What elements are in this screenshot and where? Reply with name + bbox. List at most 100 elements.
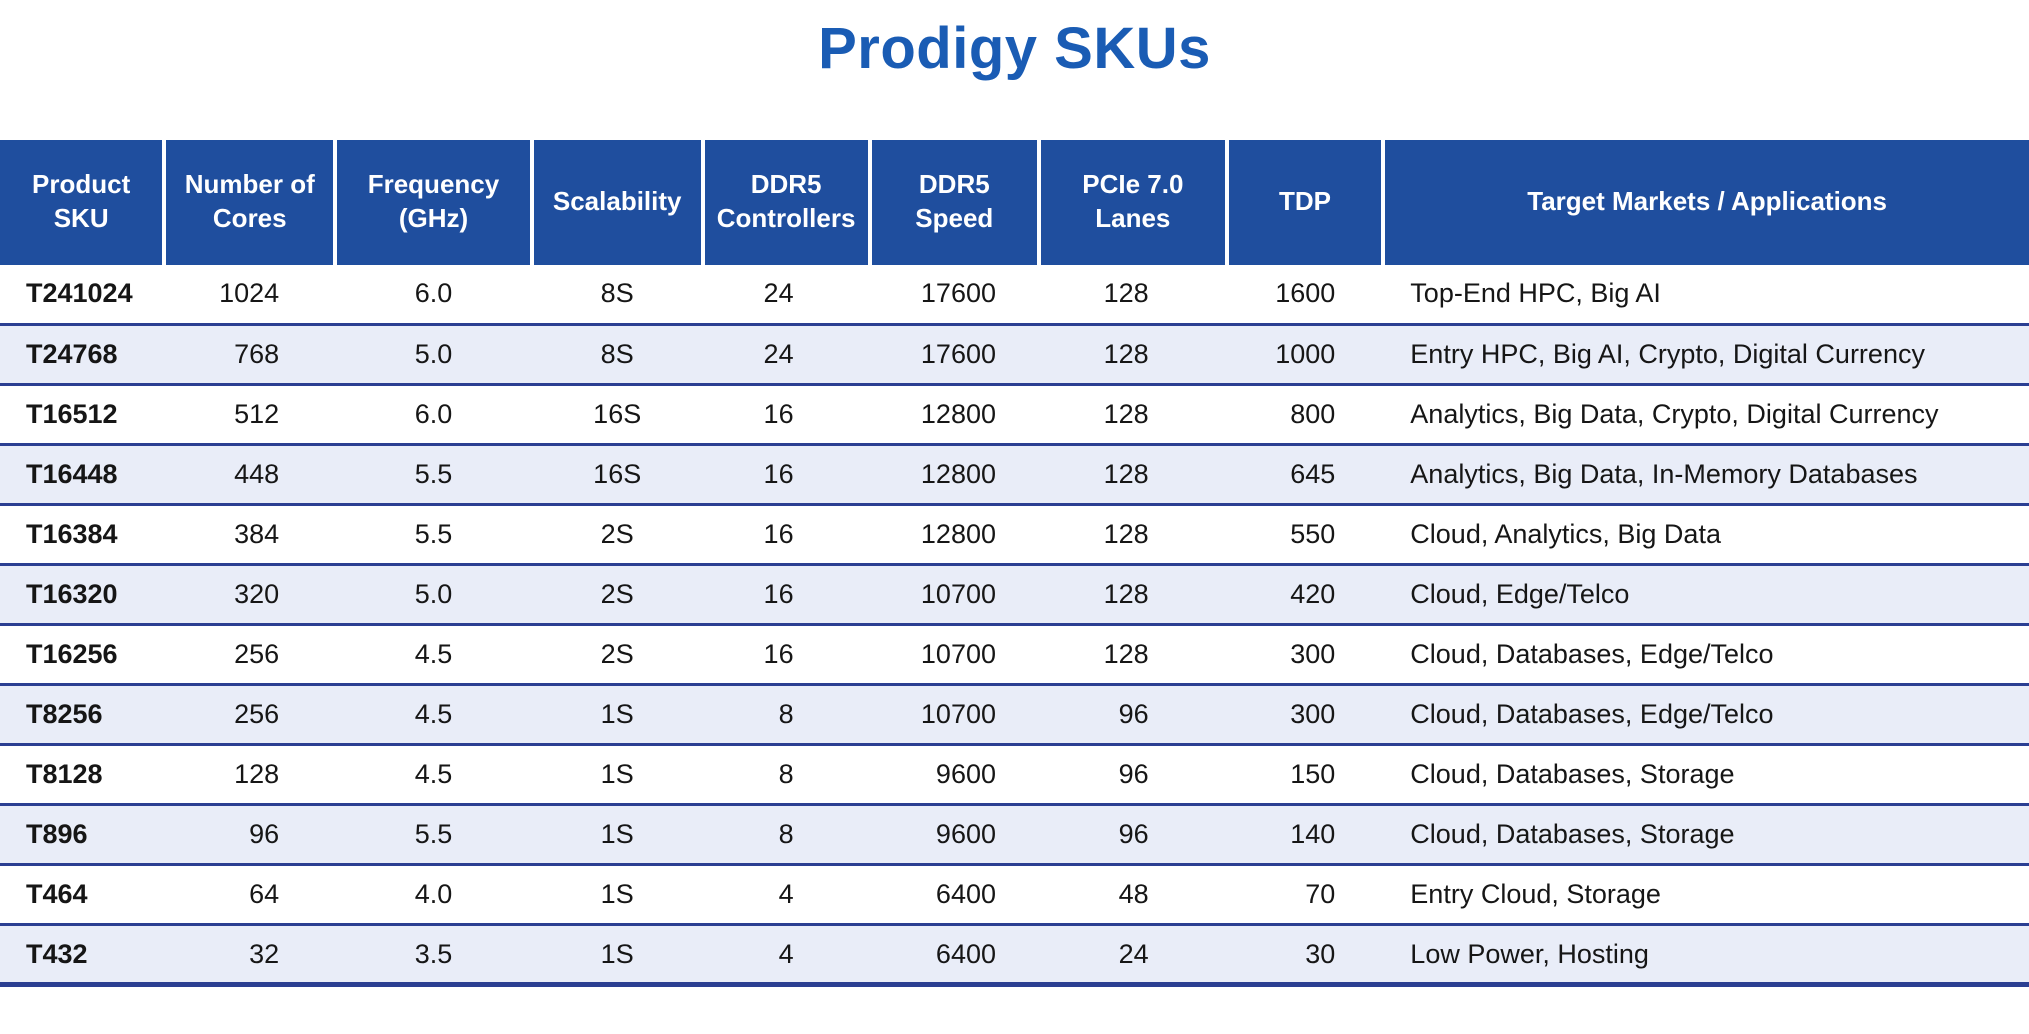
cell-cores: 320 bbox=[234, 579, 280, 610]
cell-ddr5-speed: 10700 bbox=[920, 579, 996, 610]
table-body: T241024 1024 6.0 8S 24 17600 128 1600 Top-End HP… bbox=[0, 264, 2029, 985]
cell-ddr5-controllers: 8 bbox=[778, 759, 794, 790]
cell-target-markets: Entry HPC, Big AI, Crypto, Digital Curre… bbox=[1410, 339, 1925, 370]
cell-frequency: 5.5 bbox=[414, 519, 453, 550]
cell-tdp: 1600 bbox=[1275, 278, 1336, 309]
cell-frequency: 4.5 bbox=[414, 639, 453, 670]
cell-pcie-lanes: 48 bbox=[1118, 879, 1149, 910]
cell-cores: 512 bbox=[234, 399, 280, 430]
header-frequency: Frequency (GHz) bbox=[333, 139, 532, 265]
cell-ddr5-speed: 6400 bbox=[935, 879, 996, 910]
cell-target-markets: Analytics, Big Data, In-Memory Databases bbox=[1410, 459, 1918, 490]
cell-pcie-lanes: 96 bbox=[1118, 759, 1149, 790]
cell-target-markets: Cloud, Databases, Edge/Telco bbox=[1410, 639, 1774, 670]
cell-ddr5-speed: 9600 bbox=[935, 759, 996, 790]
cell-frequency: 4.5 bbox=[414, 759, 453, 790]
cell-product-sku: T24768 bbox=[26, 339, 118, 370]
cell-pcie-lanes: 24 bbox=[1118, 938, 1149, 969]
cell-target-markets: Cloud, Analytics, Big Data bbox=[1410, 519, 1721, 550]
cell-tdp: 140 bbox=[1290, 819, 1336, 850]
cell-target-markets: Cloud, Databases, Storage bbox=[1410, 819, 1735, 850]
cell-pcie-lanes: 128 bbox=[1103, 339, 1149, 370]
cell-cores: 96 bbox=[249, 819, 280, 850]
header-scalability: Scalability bbox=[529, 139, 703, 265]
cell-product-sku: T16320 bbox=[26, 579, 118, 610]
cell-product-sku: T16448 bbox=[26, 459, 118, 490]
cell-ddr5-speed: 12800 bbox=[920, 399, 996, 430]
cell-target-markets: Entry Cloud, Storage bbox=[1410, 879, 1661, 910]
table-row: T241024 1024 6.0 8S 24 17600 128 1600 Top-End HP… bbox=[0, 264, 2029, 325]
cell-target-markets: Analytics, Big Data, Crypto, Digital Cur… bbox=[1410, 399, 1939, 430]
cell-tdp: 645 bbox=[1290, 459, 1336, 490]
cell-cores: 384 bbox=[234, 519, 280, 550]
cell-cores: 768 bbox=[234, 339, 280, 370]
cell-ddr5-controllers: 16 bbox=[763, 579, 794, 610]
cell-ddr5-speed: 10700 bbox=[920, 639, 996, 670]
cell-frequency: 5.5 bbox=[414, 819, 453, 850]
cell-tdp: 1000 bbox=[1275, 339, 1336, 370]
header-pcie-lanes: PCIe 7.0 Lanes bbox=[1037, 139, 1227, 265]
cell-product-sku: T16384 bbox=[26, 519, 118, 550]
header-number-of-cores: Number of Cores bbox=[162, 139, 336, 265]
cell-product-sku: T16512 bbox=[26, 399, 118, 430]
table-row: T16448 448 5.5 16S 16 12800 128 645 Analytics, B… bbox=[0, 444, 2029, 505]
cell-scalability: 1S bbox=[600, 699, 634, 730]
cell-ddr5-controllers: 24 bbox=[763, 278, 794, 309]
cell-tdp: 150 bbox=[1290, 759, 1336, 790]
cell-scalability: 1S bbox=[600, 759, 634, 790]
cell-ddr5-controllers: 4 bbox=[778, 938, 794, 969]
cell-pcie-lanes: 96 bbox=[1118, 699, 1149, 730]
cell-target-markets: Top-End HPC, Big AI bbox=[1410, 278, 1661, 309]
cell-ddr5-controllers: 16 bbox=[763, 399, 794, 430]
cell-ddr5-controllers: 16 bbox=[763, 519, 794, 550]
cell-ddr5-speed: 17600 bbox=[920, 339, 996, 370]
cell-product-sku: T241024 bbox=[26, 278, 133, 309]
table-row: T464 64 4.0 1S 4 6400 48 70 Entry Cloud, Storage bbox=[0, 864, 2029, 925]
cell-product-sku: T8256 bbox=[26, 699, 103, 730]
header-ddr5-speed: DDR5 Speed bbox=[867, 139, 1039, 265]
cell-ddr5-speed: 6400 bbox=[935, 938, 996, 969]
page-title: Prodigy SKUs bbox=[818, 16, 1211, 81]
cell-ddr5-controllers: 4 bbox=[778, 879, 794, 910]
table-row: T16384 384 5.5 2S 16 12800 128 550 Cloud, Analyt… bbox=[0, 504, 2029, 565]
cell-scalability: 1S bbox=[600, 819, 634, 850]
table-row: T432 32 3.5 1S 4 6400 24 30 Low Power, Hosting bbox=[0, 924, 2029, 985]
cell-ddr5-controllers: 16 bbox=[763, 459, 794, 490]
table-row: T16256 256 4.5 2S 16 10700 128 300 Cloud, Databa… bbox=[0, 624, 2029, 685]
cell-ddr5-controllers: 8 bbox=[778, 819, 794, 850]
cell-product-sku: T896 bbox=[26, 819, 88, 850]
cell-ddr5-speed: 9600 bbox=[935, 819, 996, 850]
cell-tdp: 70 bbox=[1305, 879, 1336, 910]
cell-cores: 1024 bbox=[219, 278, 280, 309]
cell-ddr5-speed: 10700 bbox=[920, 699, 996, 730]
table-row: T16512 512 6.0 16S 16 12800 128 800 Analytics, B… bbox=[0, 384, 2029, 445]
cell-frequency: 6.0 bbox=[414, 278, 453, 309]
table-row: T8128 128 4.5 1S 8 9600 96 150 Cloud, Databases,… bbox=[0, 744, 2029, 805]
cell-target-markets: Cloud, Edge/Telco bbox=[1410, 579, 1630, 610]
cell-pcie-lanes: 128 bbox=[1103, 459, 1149, 490]
cell-product-sku: T464 bbox=[26, 879, 88, 910]
cell-frequency: 3.5 bbox=[414, 938, 453, 969]
header-ddr5-controllers: DDR5 Controllers bbox=[700, 139, 870, 265]
cell-cores: 64 bbox=[249, 879, 280, 910]
cell-pcie-lanes: 128 bbox=[1103, 278, 1149, 309]
cell-pcie-lanes: 128 bbox=[1103, 639, 1149, 670]
cell-cores: 256 bbox=[234, 699, 280, 730]
cell-ddr5-controllers: 16 bbox=[763, 639, 794, 670]
table-row: T896 96 5.5 1S 8 9600 96 140 Cloud, Databases, S… bbox=[0, 804, 2029, 865]
cell-frequency: 4.0 bbox=[414, 879, 453, 910]
cell-frequency: 4.5 bbox=[414, 699, 453, 730]
cell-frequency: 6.0 bbox=[414, 399, 453, 430]
cell-tdp: 300 bbox=[1290, 639, 1336, 670]
cell-pcie-lanes: 128 bbox=[1103, 399, 1149, 430]
cell-pcie-lanes: 96 bbox=[1118, 819, 1149, 850]
cell-ddr5-speed: 17600 bbox=[920, 278, 996, 309]
cell-scalability: 1S bbox=[600, 938, 634, 969]
cell-scalability: 1S bbox=[600, 879, 634, 910]
table-row: T16320 320 5.0 2S 16 10700 128 420 Cloud, Edge/T… bbox=[0, 564, 2029, 625]
cell-ddr5-controllers: 8 bbox=[778, 699, 794, 730]
cell-tdp: 300 bbox=[1290, 699, 1336, 730]
cell-frequency: 5.5 bbox=[414, 459, 453, 490]
header-row: Product SKU Number of Cores Frequency (G… bbox=[0, 139, 2029, 265]
cell-frequency: 5.0 bbox=[414, 339, 453, 370]
